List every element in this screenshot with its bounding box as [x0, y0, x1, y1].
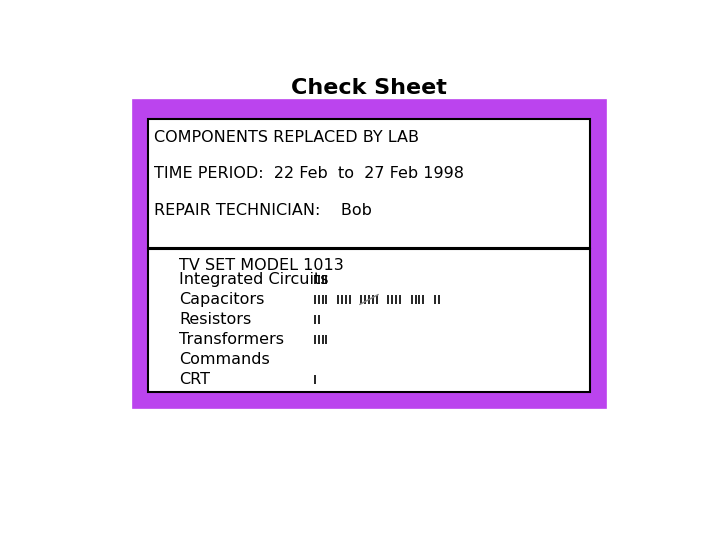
Text: CRT: CRT	[179, 372, 210, 387]
Text: TIME PERIOD:  22 Feb  to  27 Feb 1998: TIME PERIOD: 22 Feb to 27 Feb 1998	[154, 166, 464, 181]
Bar	[140, 107, 598, 400]
Text: Integrated Circuits: Integrated Circuits	[179, 272, 328, 287]
Text: Resistors: Resistors	[179, 312, 251, 327]
Text: Transformers: Transformers	[179, 332, 284, 347]
Text: COMPONENTS REPLACED BY LAB: COMPONENTS REPLACED BY LAB	[154, 130, 419, 145]
Bar	[148, 249, 590, 392]
Text: TV SET MODEL 1013: TV SET MODEL 1013	[179, 258, 344, 273]
Text: Capacitors: Capacitors	[179, 292, 264, 307]
Text: Check Sheet: Check Sheet	[291, 78, 447, 98]
Text: Commands: Commands	[179, 352, 270, 367]
Bar	[148, 119, 590, 248]
Text: REPAIR TECHNICIAN:    Bob: REPAIR TECHNICIAN: Bob	[154, 203, 372, 218]
